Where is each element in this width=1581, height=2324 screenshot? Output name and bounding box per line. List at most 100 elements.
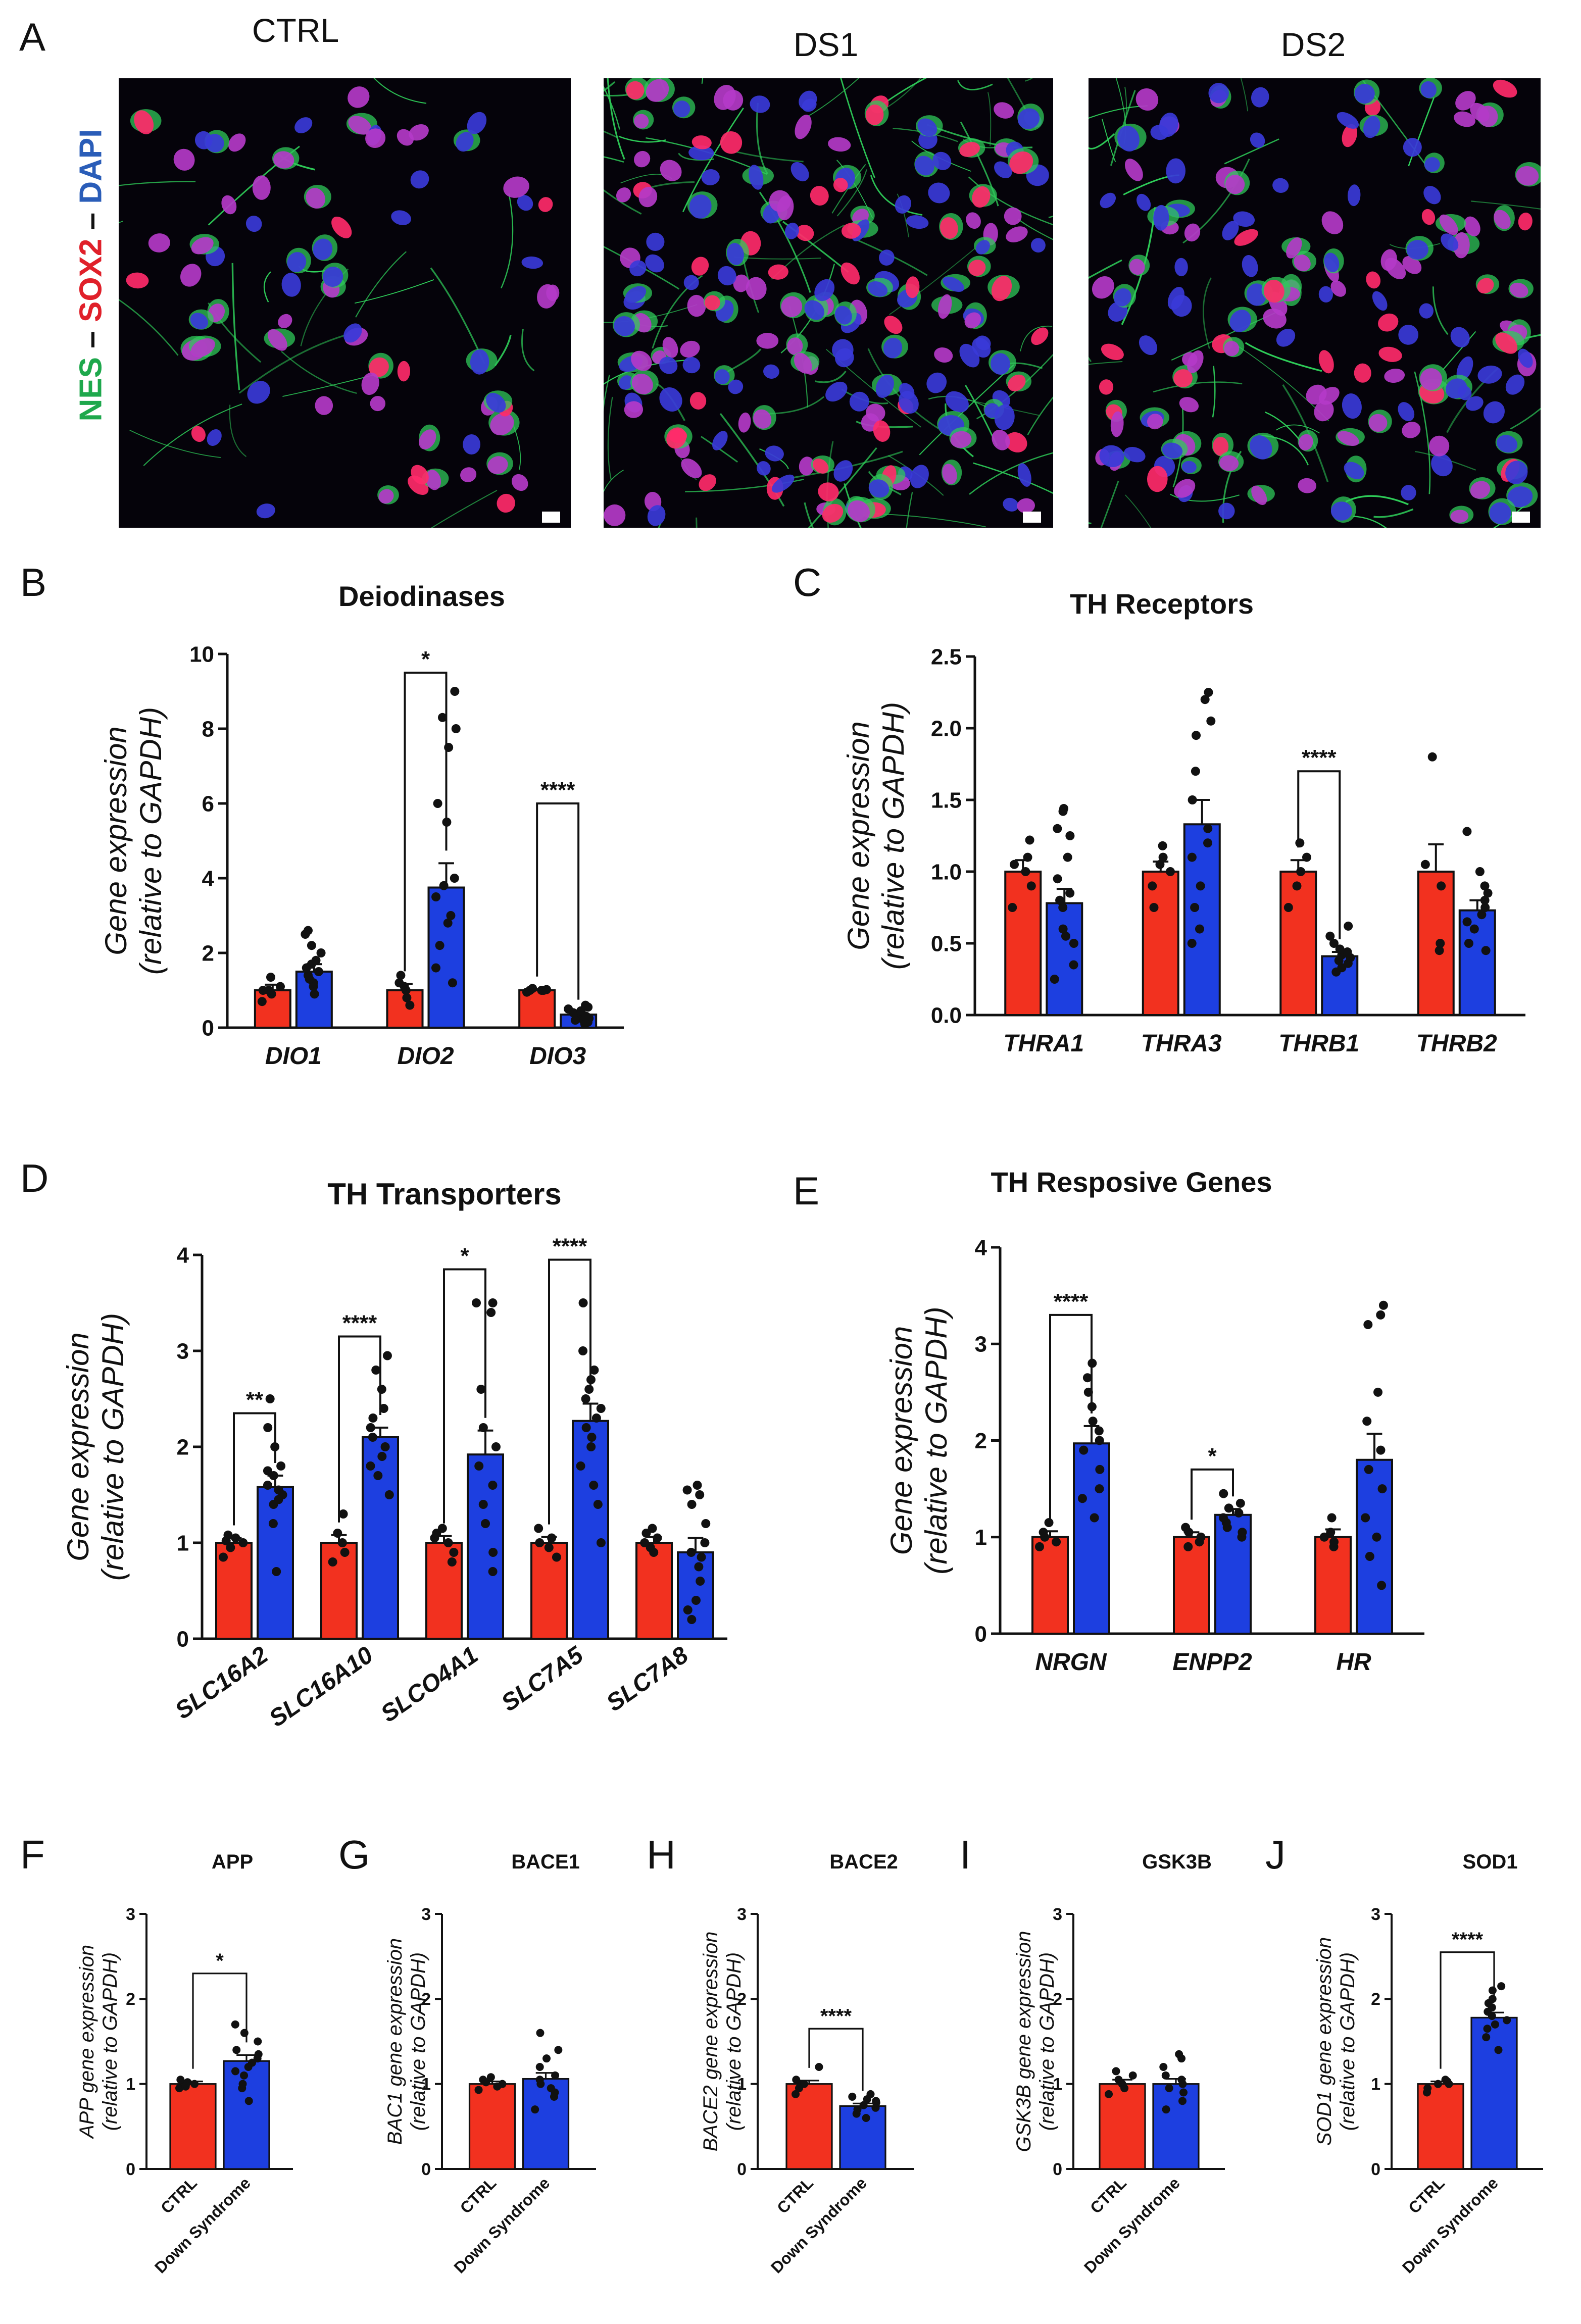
chart-th-transporters: D TH Transporters Gene expression(relative… <box>20 1156 727 1732</box>
nucleus <box>331 216 352 238</box>
y-axis-label-line: Gene expression <box>842 721 875 950</box>
nucleus <box>699 474 716 491</box>
neurite <box>129 430 221 458</box>
y-tick-label: 3 <box>421 1905 431 1924</box>
nucleus <box>370 396 385 412</box>
bar-ctrl <box>530 1542 568 1640</box>
data-point <box>1292 881 1302 891</box>
data-point <box>257 997 267 1006</box>
nucleus <box>795 115 812 139</box>
nucleus <box>1424 157 1440 172</box>
y-axis-label: Gene expression(relative to GAPDH) <box>99 707 168 975</box>
data-point <box>382 1351 392 1360</box>
neurite <box>889 248 975 315</box>
scale-bar <box>1023 512 1041 523</box>
data-point <box>316 948 326 957</box>
chart-bace2: H BACE2 BACE2 gene expression(relative to … <box>647 1832 914 2277</box>
data-point <box>1095 1464 1105 1474</box>
nucleus <box>942 464 957 484</box>
nucleus <box>631 373 653 394</box>
nucleus <box>994 161 1012 179</box>
significance-label: **** <box>342 1311 377 1336</box>
nucleus <box>1003 497 1019 512</box>
y-axis-label: GSK3B gene expression(relative to GAPDH) <box>1013 1931 1058 2152</box>
data-point <box>443 918 453 928</box>
y-axis-label-line: BAC1 gene expression <box>384 1938 406 2145</box>
nucleus <box>865 105 884 125</box>
y-tick-label: 2 <box>1053 1990 1062 2009</box>
nucleus <box>680 340 700 358</box>
data-point <box>687 1615 697 1624</box>
neurite <box>618 135 666 143</box>
neurite <box>373 78 427 104</box>
nucleus <box>190 338 215 358</box>
nucleus <box>521 256 544 269</box>
nucleus <box>810 186 829 206</box>
nucleus <box>1137 193 1151 211</box>
nucleus <box>1401 485 1416 500</box>
nucleus <box>873 420 891 442</box>
nucleus <box>221 195 237 215</box>
nucleus <box>1114 288 1131 307</box>
data-point <box>1069 939 1078 948</box>
nucleus <box>1505 461 1528 484</box>
data-point <box>311 955 321 965</box>
x-category-label: Down Syndrome <box>450 2174 553 2277</box>
y-tick-label: 0 <box>1371 2160 1380 2179</box>
data-point <box>1361 1513 1370 1523</box>
y-tick-label: 1 <box>737 2075 747 2094</box>
data-point <box>1488 1995 1497 2003</box>
data-point <box>263 1481 272 1490</box>
neurite <box>840 78 875 178</box>
y-axis-label-line: Gene expression <box>99 726 133 955</box>
neurite <box>678 153 714 161</box>
data-point <box>498 2080 507 2088</box>
nucleus <box>1159 113 1178 137</box>
neurite <box>1125 494 1152 528</box>
data-point <box>1196 881 1205 891</box>
nucleus <box>934 347 953 363</box>
nucleus <box>841 262 860 285</box>
nucleus <box>625 286 647 303</box>
data-point <box>304 971 313 980</box>
nucleus <box>868 479 890 498</box>
data-point <box>848 2092 857 2101</box>
nucleus <box>397 361 411 382</box>
y-axis-label-line: (relative to GAPDH) <box>96 1313 130 1581</box>
data-point <box>1206 716 1216 726</box>
y-axis-label: BACE2 gene expression(relative to GAPDH) <box>700 1932 745 2152</box>
nucleus <box>1344 462 1364 479</box>
x-category-label: CTRL <box>1405 2174 1448 2217</box>
nucleus <box>252 175 271 200</box>
nucleus <box>278 314 292 328</box>
chart-title: SOD1 <box>1463 1851 1518 1873</box>
nucleus <box>662 337 678 358</box>
nucleus <box>966 212 981 229</box>
data-point <box>394 978 404 988</box>
data-point <box>223 1530 233 1540</box>
chart-th-responsive-genes: E TH Resposive Genes Gene expression(relat… <box>793 1166 1424 1676</box>
data-point <box>274 1495 283 1504</box>
data-point <box>535 2076 544 2084</box>
nucleus <box>207 429 222 446</box>
chart-title: Deiodinases <box>338 580 505 612</box>
y-tick-label: 2 <box>126 1990 135 2009</box>
nucleus <box>1455 91 1476 111</box>
nucleus <box>910 465 929 488</box>
nucleus <box>1166 158 1186 184</box>
nucleus <box>1342 393 1362 419</box>
data-point <box>238 2080 247 2088</box>
data-point <box>263 1466 272 1476</box>
bar-ctrl <box>635 1542 673 1640</box>
nucleus <box>714 369 730 384</box>
y-tick-label: 4 <box>975 1235 987 1260</box>
nes-label: NES <box>73 357 109 422</box>
nucleus <box>768 264 788 280</box>
neurite <box>1493 504 1525 528</box>
data-point <box>1191 767 1200 776</box>
data-point <box>231 1533 240 1543</box>
y-axis-label-line: (relative to GAPDH) <box>919 1306 953 1574</box>
data-point <box>263 1423 273 1432</box>
neurite <box>1020 325 1053 351</box>
neurite <box>1282 384 1329 482</box>
